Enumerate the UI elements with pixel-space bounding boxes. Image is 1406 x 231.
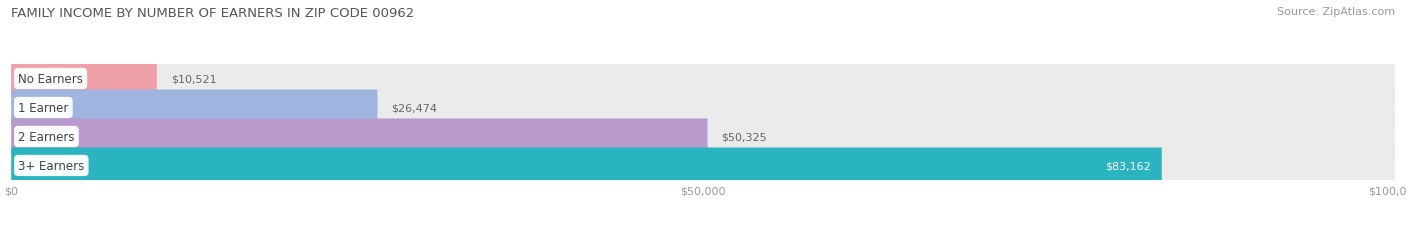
Text: No Earners: No Earners (18, 73, 83, 86)
Text: 3+ Earners: 3+ Earners (18, 159, 84, 172)
Text: FAMILY INCOME BY NUMBER OF EARNERS IN ZIP CODE 00962: FAMILY INCOME BY NUMBER OF EARNERS IN ZI… (11, 7, 415, 20)
FancyBboxPatch shape (11, 114, 1395, 160)
FancyBboxPatch shape (11, 148, 1161, 184)
FancyBboxPatch shape (11, 61, 157, 97)
FancyBboxPatch shape (11, 143, 1395, 189)
FancyBboxPatch shape (11, 85, 1395, 131)
Text: 2 Earners: 2 Earners (18, 130, 75, 143)
Text: $83,162: $83,162 (1105, 161, 1150, 171)
FancyBboxPatch shape (11, 90, 378, 126)
Text: Source: ZipAtlas.com: Source: ZipAtlas.com (1277, 7, 1395, 17)
FancyBboxPatch shape (11, 119, 707, 155)
Text: $50,325: $50,325 (721, 132, 766, 142)
FancyBboxPatch shape (11, 56, 1395, 102)
Text: $10,521: $10,521 (170, 74, 217, 84)
Text: $26,474: $26,474 (391, 103, 437, 113)
Text: 1 Earner: 1 Earner (18, 101, 69, 115)
